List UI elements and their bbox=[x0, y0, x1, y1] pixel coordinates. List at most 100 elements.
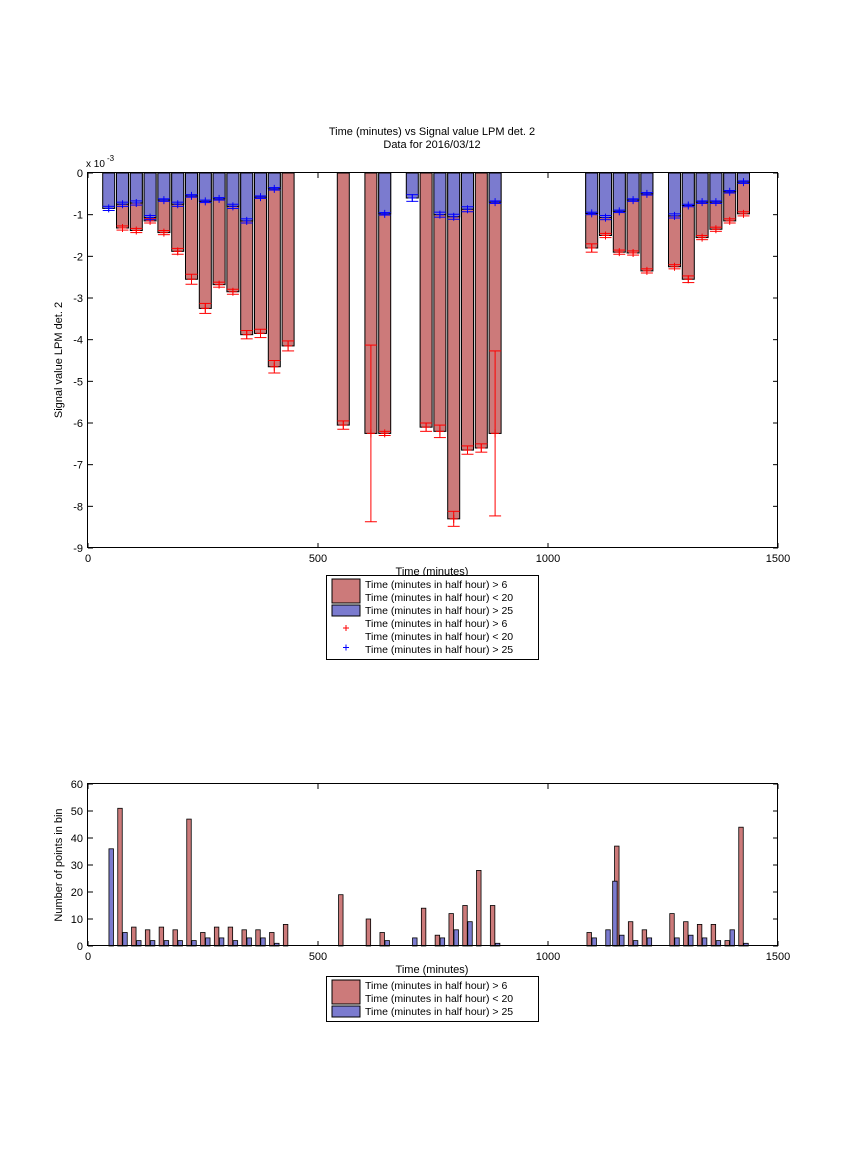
mean-marker-a bbox=[159, 228, 168, 237]
count-bar-a bbox=[476, 870, 482, 947]
count-bar-a bbox=[131, 926, 137, 947]
mean-marker-b bbox=[256, 193, 265, 202]
legend-label: Time (minutes in half hour) < 20 bbox=[365, 993, 513, 1005]
y-tick-label: 40 bbox=[71, 833, 83, 845]
mean-marker-a bbox=[725, 216, 734, 225]
count-bar-a bbox=[241, 929, 247, 947]
signal-bar-b bbox=[116, 172, 129, 205]
signal-bar-b bbox=[378, 172, 392, 215]
mean-marker-a bbox=[228, 287, 237, 296]
signal-chart-subtitle: Data for 2016/03/12 bbox=[383, 139, 480, 151]
count-bar-b bbox=[591, 937, 597, 947]
signal-markers bbox=[104, 178, 748, 523]
signal-bar-b bbox=[681, 172, 695, 206]
count-bar-a bbox=[379, 932, 385, 947]
count-bar-a bbox=[186, 818, 192, 947]
count-bar-b bbox=[467, 921, 473, 947]
count-bar-b bbox=[612, 880, 618, 947]
count-bar-b bbox=[218, 937, 225, 947]
legend-swatch-a bbox=[331, 979, 361, 1005]
legend-swatch-b bbox=[331, 604, 361, 617]
mean-marker-b bbox=[201, 197, 210, 206]
signal-bars-series-a bbox=[116, 172, 750, 520]
mean-marker-a bbox=[242, 330, 251, 339]
mean-marker-b bbox=[270, 184, 279, 193]
mean-marker-a bbox=[642, 266, 651, 275]
y-tick-label: 30 bbox=[71, 860, 83, 872]
y-tick-label: -3 bbox=[73, 293, 83, 305]
y-tick-label: -7 bbox=[73, 460, 83, 472]
mean-marker-a bbox=[270, 362, 279, 371]
count-bar-a bbox=[683, 921, 689, 947]
count-bar-a bbox=[448, 913, 454, 947]
y-tick-label: 50 bbox=[71, 806, 83, 818]
mean-marker-a bbox=[187, 275, 196, 284]
mean-marker-b bbox=[408, 194, 417, 202]
count-bar-a bbox=[227, 926, 234, 947]
count-bar-a bbox=[255, 929, 261, 947]
count-bar-a bbox=[213, 926, 220, 947]
mean-marker-a bbox=[615, 248, 624, 257]
mean-marker-a bbox=[477, 444, 486, 452]
mean-marker-b bbox=[615, 207, 624, 216]
count-bar-a bbox=[420, 907, 427, 947]
mean-marker-a bbox=[587, 244, 596, 252]
x-tick-label: 1000 bbox=[536, 553, 560, 565]
signal-bar-b bbox=[102, 172, 116, 209]
x-tick-label: 0 bbox=[85, 553, 91, 565]
mean-marker-a bbox=[215, 280, 224, 289]
mean-marker-a bbox=[601, 231, 610, 240]
mean-marker-a bbox=[132, 226, 141, 235]
signal-exponent-base: x 10 bbox=[86, 159, 105, 170]
count-bar-a bbox=[489, 905, 496, 947]
count-bar-a bbox=[269, 932, 275, 947]
x-tick-label: 1000 bbox=[536, 951, 560, 963]
count-bar-a bbox=[365, 918, 372, 947]
count-chart-ylabel: Number of points in bin bbox=[53, 808, 65, 921]
signal-bar-b bbox=[626, 172, 640, 201]
signal-bar-a bbox=[281, 172, 295, 347]
mean-marker-b bbox=[380, 209, 389, 218]
count-bar-a bbox=[200, 932, 206, 947]
signal-bar-b bbox=[599, 172, 612, 219]
mean-marker-b bbox=[173, 200, 182, 209]
x-tick-label: 1500 bbox=[766, 553, 790, 565]
count-bar-a bbox=[117, 807, 123, 947]
count-bar-a bbox=[338, 894, 344, 947]
count-bar-a bbox=[627, 921, 634, 947]
signal-bar-b bbox=[585, 172, 599, 214]
mean-marker-a bbox=[366, 429, 375, 438]
mean-marker-a bbox=[684, 275, 693, 284]
signal-bar-b bbox=[240, 172, 254, 222]
count-bar-a bbox=[434, 934, 441, 947]
count-bar-b bbox=[205, 937, 211, 947]
y-tick-label: 10 bbox=[71, 914, 83, 926]
mean-marker-a bbox=[201, 304, 210, 313]
signal-bar-a bbox=[447, 172, 461, 520]
count-bar-a bbox=[462, 905, 468, 947]
mean-marker-b bbox=[449, 212, 458, 221]
mean-marker-b bbox=[242, 216, 251, 225]
count-bar-a bbox=[641, 929, 648, 947]
mean-marker-b bbox=[711, 198, 720, 207]
count-bar-b bbox=[246, 937, 252, 947]
mean-marker-b bbox=[684, 201, 693, 210]
y-tick-label: 0 bbox=[77, 941, 83, 953]
signal-bar-b bbox=[198, 172, 212, 202]
count-bar-b bbox=[619, 934, 625, 947]
signal-bar-b bbox=[226, 172, 240, 207]
mean-marker-b bbox=[463, 205, 472, 214]
y-tick-label: -2 bbox=[73, 251, 83, 263]
count-bar-b bbox=[688, 934, 694, 947]
mean-marker-a bbox=[670, 262, 679, 271]
legend-label: Time (minutes in half hour) > 25 bbox=[365, 1006, 513, 1018]
signal-errorbars bbox=[102, 180, 750, 527]
signal-bar-b bbox=[129, 172, 143, 204]
mean-marker-b bbox=[601, 213, 610, 222]
legend-box bbox=[326, 575, 539, 660]
y-tick-label: -9 bbox=[73, 543, 83, 555]
legend-label: Time (minutes in half hour) > 6 bbox=[365, 618, 507, 630]
